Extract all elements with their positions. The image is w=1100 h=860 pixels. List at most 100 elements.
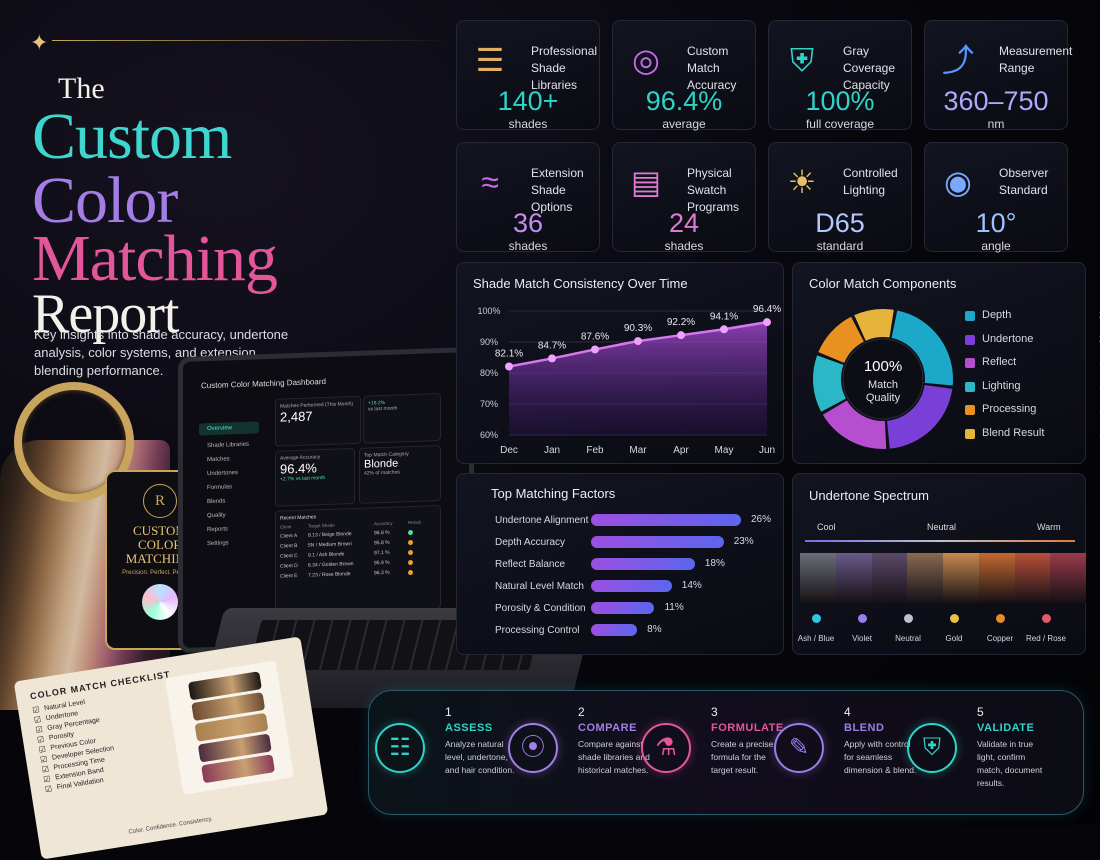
x-tick-label: Mar [629, 445, 647, 456]
tablet-recent-cell: Client B [280, 542, 298, 550]
flask-icon: ⚗ [641, 723, 691, 773]
legend-swatch [965, 428, 975, 439]
factor-bar [591, 514, 741, 526]
process-step: ✎ 4 BLEND Apply with control for seamless d… [774, 705, 916, 805]
tablet-nav-item: Undertones [207, 470, 239, 478]
data-label: 96.4% [753, 304, 781, 315]
title-line-matching: Matching [32, 222, 278, 295]
tablet-recent-cell: Client C [280, 552, 298, 560]
tablet-matches-card: Matches Performed (This Month) 2,487 [275, 395, 361, 447]
tablet-recent-cell: Client A [280, 533, 298, 540]
step-description: Analyze natural level, undertone, and ha… [445, 739, 515, 775]
factor-value: 26% [751, 514, 772, 525]
hair-swatch [978, 553, 1015, 603]
kpi-unit: angle [981, 239, 1011, 253]
step-description: Compare against shade libraries and hist… [578, 739, 650, 775]
kpi-card: ▤ Physical Swatch Programs 24 shades [612, 142, 756, 253]
kpi-label: Professional Shade Libraries [531, 44, 598, 92]
tablet-recent-table: Client Target Shade Accuracy Result Client A… [280, 519, 436, 580]
overlap-circles-icon: ⦿ [508, 723, 558, 773]
tablet-recent-card: Recent Matches Client Target Shade Accurac… [275, 504, 441, 615]
hair-swatch [800, 553, 836, 603]
legend-swatch [965, 358, 975, 368]
kpi-unit: nm [987, 117, 1005, 131]
kpi-card: ⛨ Gray Coverage Capacity 100% full coverage [768, 20, 912, 131]
brush-icon: ✎ [774, 723, 824, 773]
kpi-value: 140+ [497, 86, 559, 116]
shield-check-icon: ⛨ [907, 723, 957, 773]
tablet-top-note: 42% of matches [364, 469, 400, 477]
factor-bar [591, 624, 638, 636]
factor-bar [591, 580, 672, 592]
donut-slice [887, 384, 953, 449]
kpi-unit: shades [664, 239, 704, 253]
undertone-label: Neutral [884, 614, 932, 646]
hologram-icon [142, 584, 178, 620]
factor-value: 14% [681, 580, 702, 591]
data-point [634, 337, 642, 346]
tablet-accuracy-card: Average Accuracy 96.4% +2.7% vs last mon… [275, 447, 355, 507]
tablet-accuracy-delta: +2.7% vs last month [280, 475, 326, 483]
legend-name: Lighting [982, 379, 1021, 392]
legend-swatch [965, 405, 975, 415]
kpi-value: 96.4% [645, 86, 723, 116]
donut-center-value: 100% [864, 358, 902, 375]
legend-value: 10% [1099, 427, 1100, 439]
area-fill [509, 322, 767, 435]
hair-swatch [1014, 553, 1051, 603]
tablet-recent-cell: 8.13 / Beige Blonde [308, 531, 352, 539]
donut-slice [813, 355, 846, 412]
tablet-recent-row: Client D 6.34 / Golden Brown 95.9 % [280, 558, 436, 570]
undertone-cool-label: Cool [817, 522, 836, 532]
legend-name: Undertone [982, 332, 1034, 345]
kpi-unit: shades [508, 239, 548, 253]
legend-item: Lighting 14% [965, 380, 1100, 396]
kpi-value: 100% [805, 86, 875, 116]
legend-value: 22% [1099, 333, 1100, 345]
legend-item: Depth 24% [965, 309, 1100, 325]
title-line-custom: Custom [32, 100, 232, 173]
tag-monogram: R [143, 484, 177, 518]
y-tick-label: 80% [480, 368, 498, 378]
undertone-swatches [800, 553, 1086, 603]
donut-center-label: Quality [866, 392, 901, 404]
tablet-matches-value: 2,487 [280, 408, 313, 425]
tablet-nav-item: Reports [207, 526, 229, 534]
tablet-nav-item: Overview [199, 421, 259, 436]
tablet-delta-card: +18.2% vs last month [363, 392, 441, 444]
tablet-top-card: Top Match Category Blonde 42% of matches [359, 444, 441, 504]
tablet-nav-item: Shade Libraries [207, 441, 250, 450]
legend-swatch [965, 381, 975, 392]
tablet-recent-cell: 97.1 % [374, 549, 390, 557]
undertone-dot [903, 614, 913, 623]
tag-title-1: CUSTOM [133, 523, 187, 538]
swatch-card [164, 660, 295, 795]
factor-row: Processing Control 8% [495, 624, 795, 638]
undertone-scale-arrow [805, 540, 1075, 542]
y-tick-label: 60% [480, 430, 498, 440]
consistency-chart: 100% 90% 80% 70% 60% 82.1% Dec 84.7% Jan 87.6% Feb… [477, 304, 781, 456]
data-label: 84.7% [538, 340, 566, 351]
step-name: COMPARE [578, 722, 637, 734]
result-dot [408, 549, 413, 555]
tablet-recent-header-cell: Target Shade [308, 522, 335, 529]
legend-value: 12% [1099, 403, 1100, 415]
data-point [763, 318, 771, 327]
data-label: 82.1% [495, 348, 523, 359]
result-dot [408, 559, 413, 565]
undertone-dot [811, 614, 821, 623]
undertone-label: Gold [930, 614, 978, 646]
shield-check-icon: ⛨ [789, 42, 814, 78]
hair-swatch [943, 553, 979, 603]
step-number: 2 [578, 705, 585, 719]
hair-swatch [907, 553, 943, 603]
tablet-recent-header-cell: Result [408, 519, 421, 526]
line-graph-icon: ⤴ [941, 42, 974, 78]
step-description: Create a precise formula for the target … [711, 739, 774, 775]
undertone-warm-label: Warm [1037, 522, 1061, 532]
undertone-neutral-label: Neutral [927, 522, 957, 532]
legend-name: Depth [982, 309, 1012, 321]
legend-name: Reflect [982, 356, 1017, 368]
process-step: ⛨ 5 VALIDATE Validate in true light, confir… [907, 705, 1043, 805]
tablet-recent-cell: 5N / Medium Brown [308, 541, 352, 549]
